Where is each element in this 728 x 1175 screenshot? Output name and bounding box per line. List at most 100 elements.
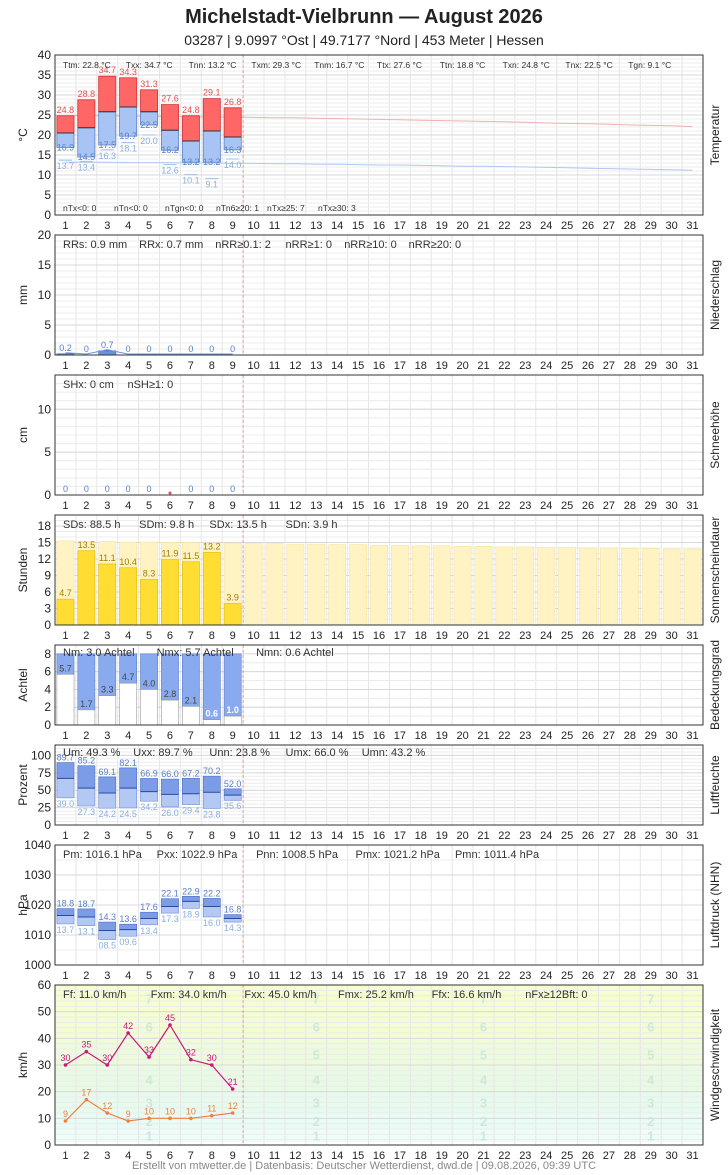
x-tick-label: 12 <box>289 1150 301 1162</box>
x-tick-label: 25 <box>561 630 573 642</box>
x-tick-label: 27 <box>603 220 615 232</box>
pressure-min-bar <box>56 915 75 925</box>
beaufort-label: 3 <box>145 1095 152 1110</box>
x-tick-label: 3 <box>104 500 110 512</box>
x-tick-label: 20 <box>456 220 468 232</box>
x-tick-label: 25 <box>561 220 573 232</box>
x-tick-label: 22 <box>498 360 510 372</box>
panel-border <box>54 514 704 626</box>
y-tick-label: 75 <box>38 766 52 780</box>
x-tick-label: 21 <box>477 730 489 742</box>
x-tick-label: 30 <box>666 1150 678 1162</box>
y-tick-label: 0 <box>44 818 51 832</box>
panel-side-label: Niederschlag <box>708 260 722 330</box>
ground-temp-label: 12.6 <box>161 166 179 176</box>
x-tick-label: 27 <box>603 500 615 512</box>
gust-point <box>63 1063 68 1067</box>
humidity-min-bar <box>161 794 179 808</box>
x-tick-label: 24 <box>540 630 552 642</box>
x-tick-label: 8 <box>209 970 215 982</box>
y-tick-label: 1030 <box>24 868 51 882</box>
x-tick-label: 17 <box>394 630 406 642</box>
pressure-min-label: 16.0 <box>203 918 221 928</box>
mean-wind-label: 10 <box>186 1106 196 1116</box>
x-tick-label: 15 <box>352 1150 364 1162</box>
x-tick-label: 14 <box>331 730 343 742</box>
stat-value: nFx≥12Bft: 0 <box>525 989 587 1001</box>
temp-min-label: 16.9 <box>57 142 75 152</box>
x-tick-label: 8 <box>209 500 215 512</box>
y-tick-label: 6 <box>44 585 51 599</box>
beaufort-label: 5 <box>647 1047 654 1062</box>
stat-value: Fmx: 25.2 km/h <box>338 989 414 1001</box>
x-tick-label: 12 <box>289 500 301 512</box>
x-tick-label: 18 <box>415 500 427 512</box>
beaufort-band <box>55 1067 703 1092</box>
x-tick-label: 10 <box>247 220 259 232</box>
page-title: Michelstadt-Vielbrunn — August 2026 <box>185 6 543 28</box>
sun-possible-bar <box>662 548 681 626</box>
x-tick-label: 15 <box>352 360 364 372</box>
sunshine-label: 10.4 <box>119 557 137 567</box>
x-tick-label: 6 <box>167 360 173 372</box>
x-tick-label: 5 <box>146 970 152 982</box>
panel-side-label: Luftdruck (NHN) <box>708 862 722 949</box>
stat-value: SDn: 3.9 h <box>286 519 338 531</box>
mean-wind-label: 17 <box>81 1088 91 1098</box>
stat-value: Nm: 3.0 Achtel <box>63 647 135 659</box>
x-tick-label: 14 <box>331 630 343 642</box>
y-tick-label: 10 <box>38 1111 52 1125</box>
y-tick-label: 5 <box>44 188 51 202</box>
sun-possible-bar <box>474 546 493 626</box>
pressure-max-label: 22.2 <box>203 888 221 898</box>
stat-value: Um: 49.3 % <box>63 747 121 759</box>
snow-label: 0 <box>209 484 214 494</box>
stat-value: Pm: 1016.1 hPa <box>63 849 143 861</box>
humidity-min-bar <box>119 787 138 809</box>
x-tick-label: 28 <box>624 830 636 842</box>
x-tick-label: 19 <box>436 730 448 742</box>
x-tick-label: 6 <box>167 220 173 232</box>
y-tick-label: 3 <box>44 602 51 616</box>
x-tick-label: 6 <box>167 1150 173 1162</box>
pressure-min-bar <box>161 906 179 914</box>
beaufort-label: 7 <box>647 991 654 1006</box>
x-tick-label: 31 <box>686 1150 698 1162</box>
x-tick-label: 11 <box>269 1150 280 1162</box>
ground-temp-label: 14.0 <box>224 160 242 170</box>
humidity-min-bar <box>182 793 200 805</box>
sunshine-label: 11.1 <box>99 553 116 563</box>
x-tick-label: 9 <box>230 730 236 742</box>
sun-possible-bar <box>391 544 409 626</box>
stat-value: Pnn: 1008.5 hPa <box>256 849 339 861</box>
x-tick-label: 9 <box>230 630 236 642</box>
beaufort-label: 7 <box>145 991 152 1006</box>
sunshine-bar <box>223 603 242 626</box>
x-tick-label: 29 <box>645 630 657 642</box>
x-tick-label: 3 <box>104 360 110 372</box>
x-tick-label: 13 <box>310 830 322 842</box>
x-tick-label: 3 <box>104 1150 110 1162</box>
gust-point <box>189 1057 193 1062</box>
x-tick-label: 19 <box>436 830 448 842</box>
cloud-cover-label: 1.0 <box>226 705 239 715</box>
beaufort-label: 1 <box>313 1129 320 1144</box>
pressure-max-label: 22.1 <box>161 889 179 899</box>
x-tick-label: 12 <box>289 360 301 372</box>
x-tick-label: 25 <box>561 500 573 512</box>
mean-wind-label: 10 <box>165 1106 175 1116</box>
stat-value: Fxm: 34.0 km/h <box>151 989 227 1001</box>
precip-label: 0 <box>188 344 193 354</box>
x-tick-label: 8 <box>209 630 215 642</box>
x-tick-label: 27 <box>603 730 615 742</box>
pressure-min-bar <box>202 906 221 918</box>
x-tick-label: 29 <box>645 220 657 232</box>
mean-wind-label: 12 <box>228 1101 238 1111</box>
x-tick-label: 5 <box>146 830 152 842</box>
temp-min-label: 13.2 <box>182 157 200 167</box>
temp-max-bar <box>98 75 117 113</box>
beaufort-label: 5 <box>480 1047 487 1062</box>
x-tick-label: 3 <box>104 830 110 842</box>
x-tick-label: 21 <box>477 830 489 842</box>
x-tick-label: 20 <box>456 630 468 642</box>
